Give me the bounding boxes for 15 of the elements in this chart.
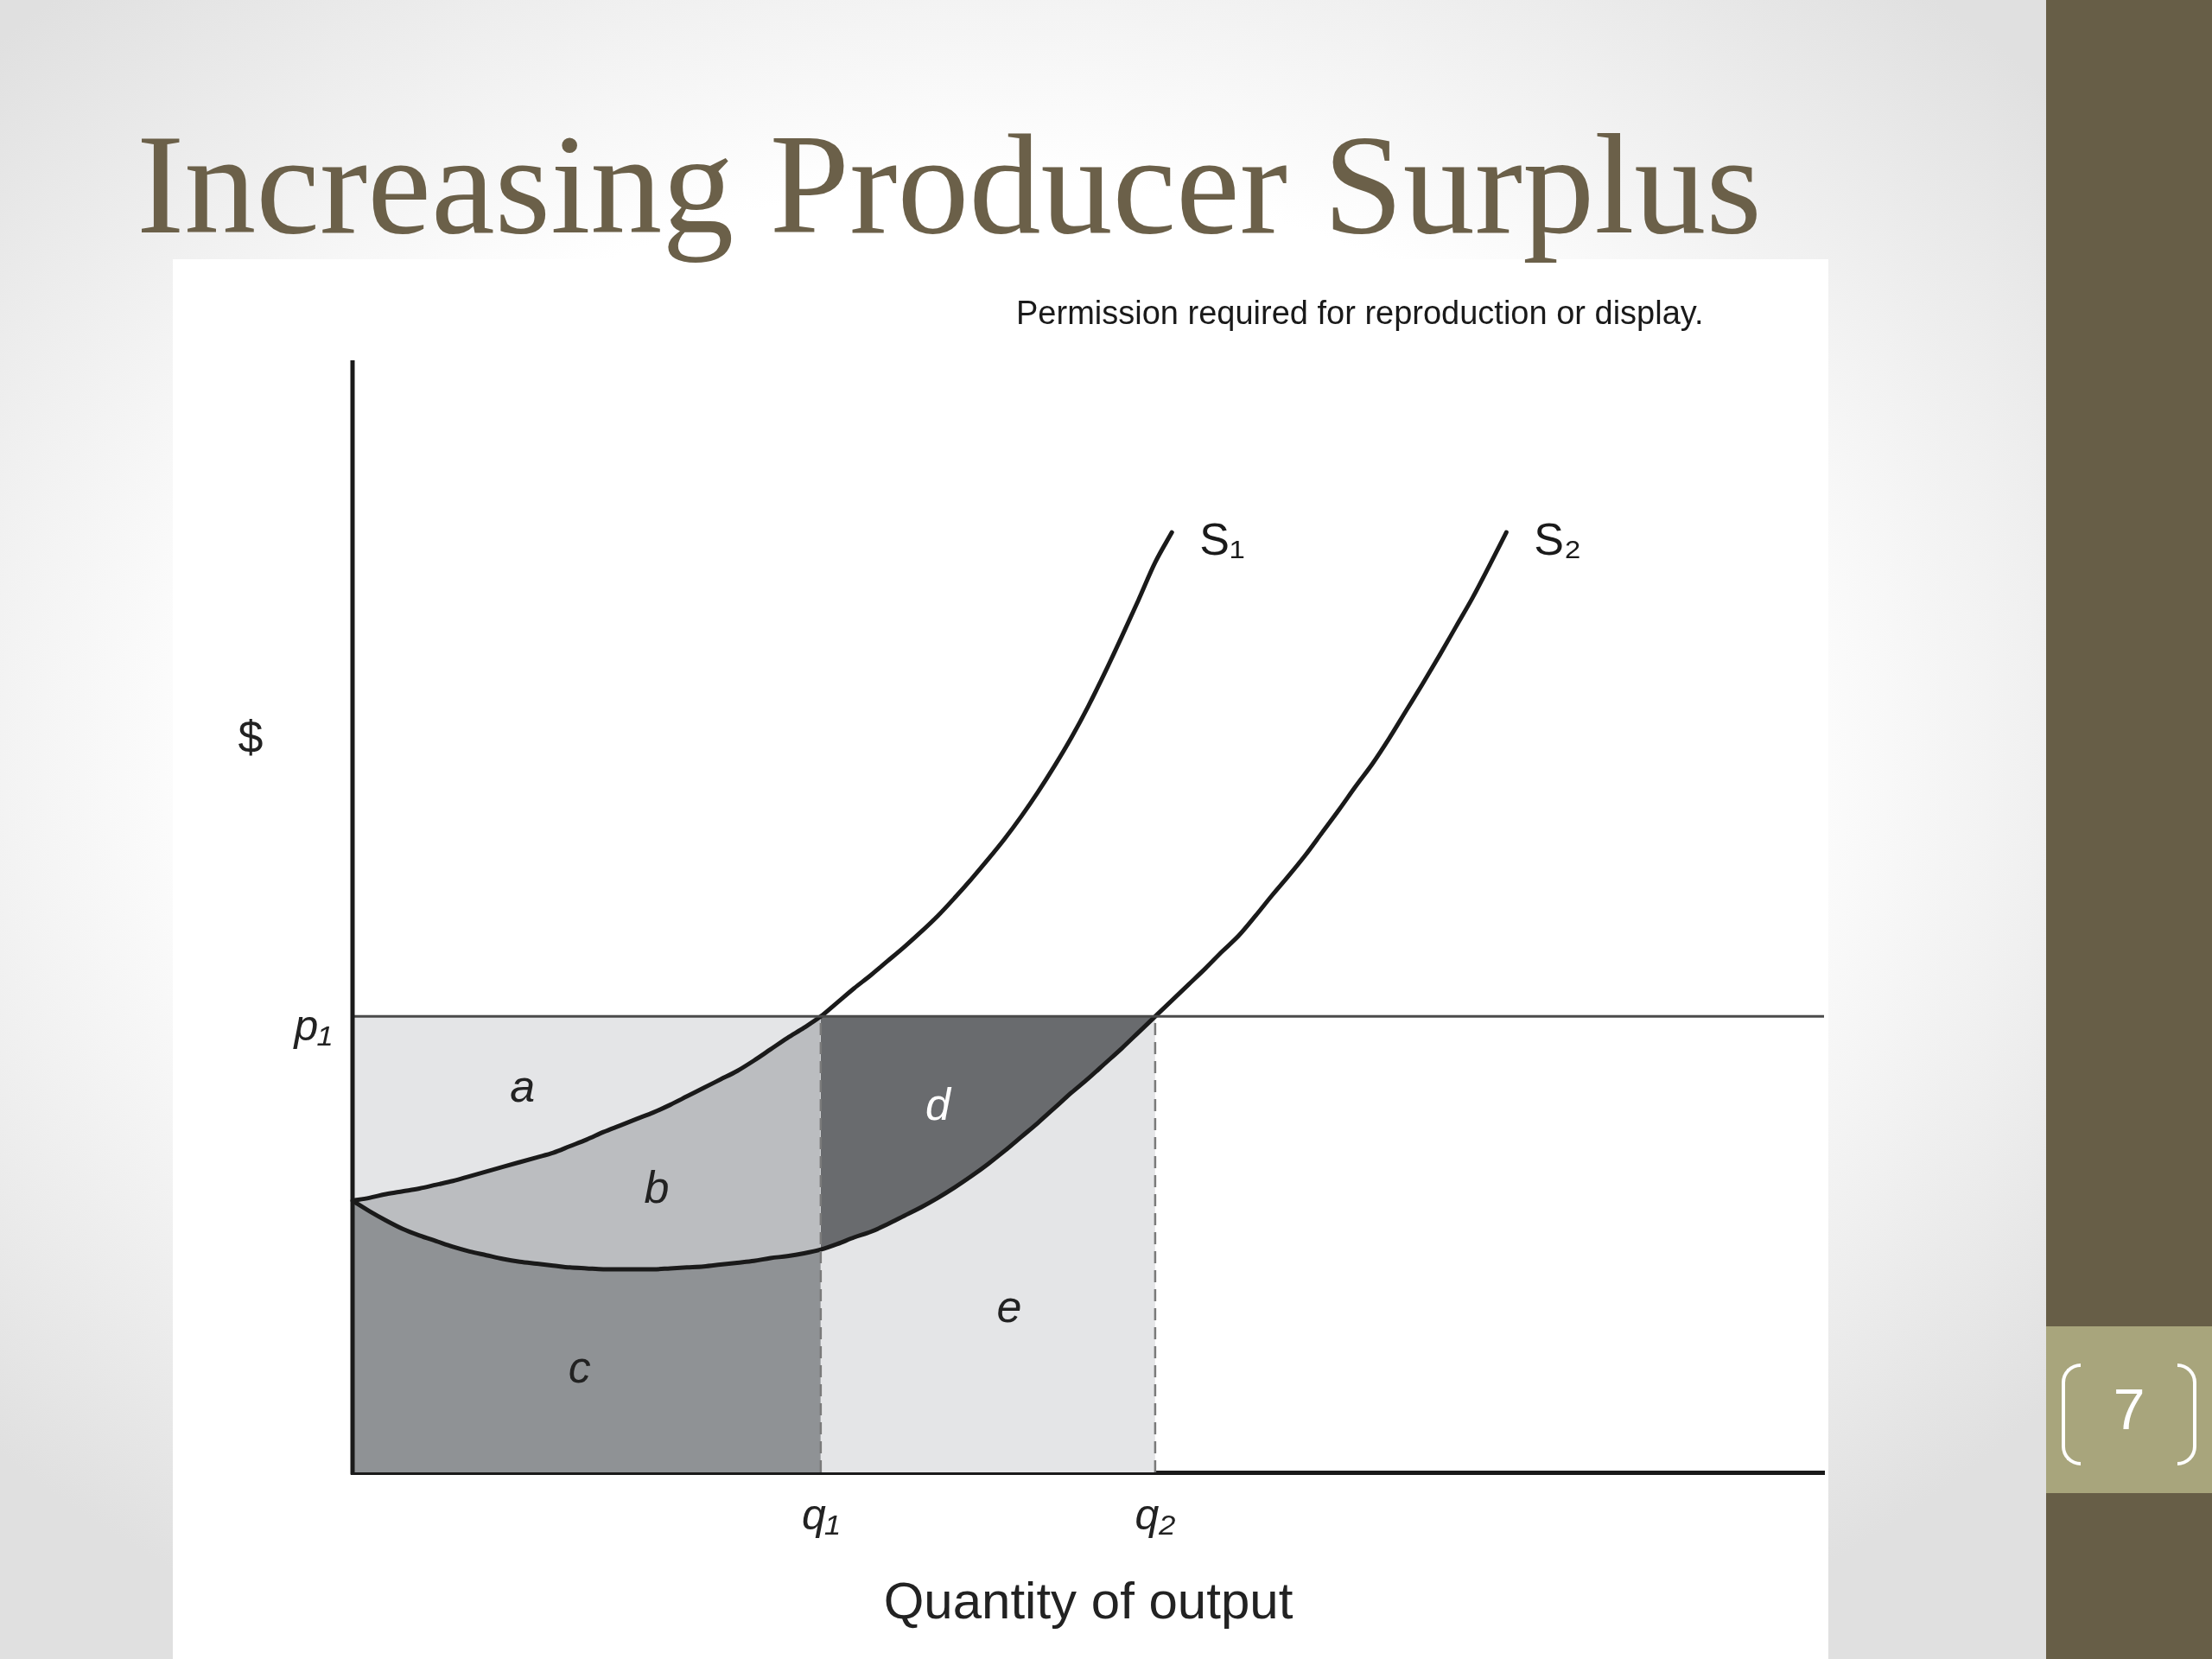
series-label: S₁: [1199, 514, 1245, 565]
series-label: b: [644, 1161, 670, 1212]
series-label: S₂: [1534, 514, 1582, 565]
x-tick-label: q₂: [1135, 1490, 1176, 1539]
ref-line-label: p₁: [292, 1001, 332, 1051]
x-axis-title: Quantity of output: [883, 1571, 1294, 1630]
x-tick-label: q₁: [802, 1490, 840, 1539]
page-tab: 7: [2046, 1326, 2212, 1493]
series-label: c: [568, 1342, 591, 1393]
text: Permission required for reproduction or display.: [1016, 294, 1704, 333]
series-label: e: [996, 1281, 1022, 1332]
series-label: d: [925, 1078, 952, 1129]
chart-title: Increasing Producer Surplus: [137, 105, 1762, 264]
series-label: a: [510, 1060, 536, 1111]
y-axis-title: $: [238, 712, 264, 763]
